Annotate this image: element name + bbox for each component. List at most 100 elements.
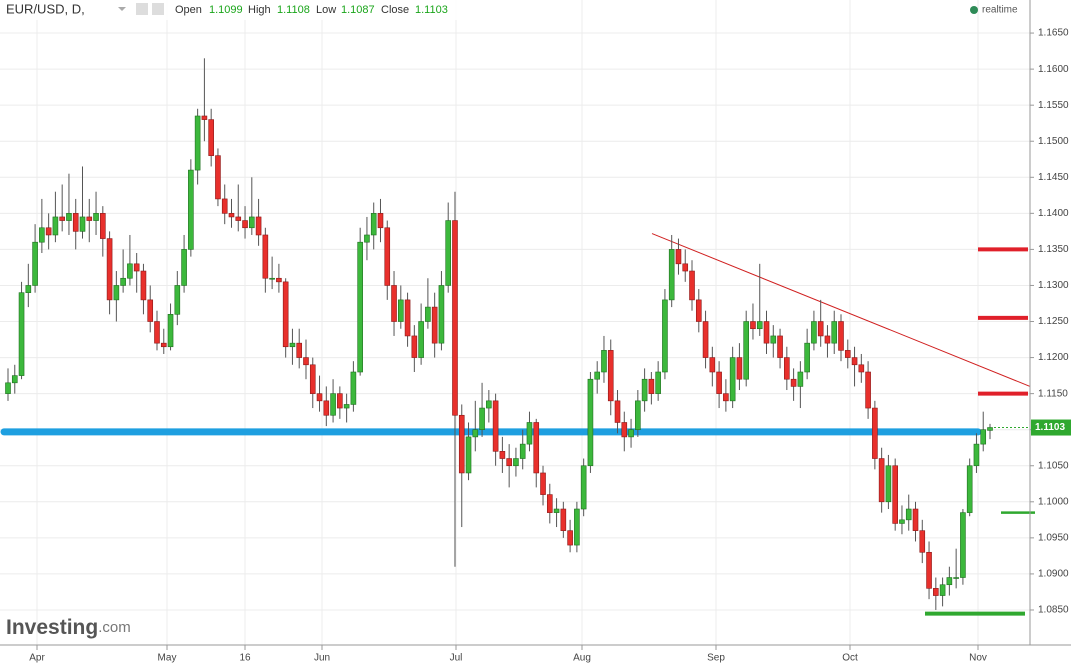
candle-body — [32, 241, 38, 286]
logo: Investing.com — [6, 616, 131, 639]
price-tag-label: 1.1103 — [1035, 422, 1065, 433]
candle-body — [303, 357, 309, 366]
candle-body — [249, 216, 255, 229]
candle-body — [194, 115, 201, 171]
candle-body — [546, 494, 553, 513]
y-tick-label: 1.1250 — [1038, 316, 1069, 327]
candle-body — [377, 213, 384, 229]
candle-body — [201, 115, 208, 120]
candle-body — [777, 335, 783, 358]
candle-body — [933, 588, 939, 596]
y-tick-label: 1.1600 — [1038, 64, 1069, 75]
y-tick-label: 1.1050 — [1038, 460, 1069, 471]
candle-body — [18, 292, 25, 376]
candle-body — [106, 238, 113, 301]
candle-body — [228, 213, 235, 218]
candle-body — [350, 371, 357, 405]
candle-body — [113, 285, 120, 301]
candle-body — [892, 465, 898, 524]
candle-body — [533, 422, 540, 474]
candle-body — [66, 213, 72, 221]
candle-body — [282, 281, 289, 348]
candle-body — [309, 364, 316, 394]
settings-icon[interactable] — [152, 3, 164, 15]
candle-body — [316, 393, 323, 402]
candle-body — [953, 577, 959, 579]
candle-body — [817, 321, 824, 337]
x-tick-label: Sep — [707, 653, 725, 664]
candle-body — [289, 342, 296, 348]
x-tick-label: Jun — [314, 653, 330, 664]
candle-body — [174, 285, 181, 315]
settings-icon[interactable] — [136, 3, 148, 15]
candle-body — [675, 249, 682, 265]
y-tick-label: 1.1550 — [1038, 100, 1069, 111]
candle-body — [147, 299, 154, 322]
candle-body — [445, 220, 452, 286]
dropdown-icon[interactable] — [118, 7, 126, 11]
candle-body — [831, 321, 838, 344]
candle-body — [939, 584, 946, 596]
candle-body — [208, 119, 214, 156]
x-tick-label: 16 — [239, 653, 251, 664]
candle-body — [858, 364, 865, 373]
candle-body — [621, 422, 628, 438]
candle-body — [851, 357, 858, 366]
candle-body — [560, 508, 567, 531]
candle-body — [506, 458, 512, 467]
price-tag — [1031, 419, 1071, 436]
candle-body — [167, 314, 174, 348]
candle-body — [181, 249, 187, 286]
candle-body — [580, 465, 587, 510]
y-tick-label: 1.1400 — [1038, 208, 1069, 219]
candle-body — [695, 299, 702, 322]
candle-body — [337, 393, 343, 409]
candle-body — [133, 263, 140, 272]
candle-body — [391, 285, 397, 322]
candle-body — [120, 277, 126, 286]
y-tick-label: 1.0900 — [1038, 569, 1069, 580]
candle-body — [188, 169, 194, 250]
candle-body — [262, 234, 269, 279]
candle-body — [587, 378, 594, 467]
y-tick-label: 1.1150 — [1038, 388, 1068, 399]
candle-body — [370, 213, 377, 236]
candle-body — [25, 285, 32, 293]
x-tick-label: Oct — [842, 653, 858, 664]
candle-body — [844, 350, 851, 358]
y-tick-label: 1.1350 — [1038, 244, 1069, 255]
candle-body — [519, 443, 526, 459]
candle-body — [946, 577, 953, 586]
candle-body — [729, 357, 736, 402]
candle-body — [499, 451, 506, 459]
candle-body — [662, 299, 668, 373]
candle-body — [702, 321, 709, 358]
candle-body — [628, 429, 634, 438]
candle-body — [486, 400, 492, 409]
axes: 1.08501.09001.09501.10001.10501.11001.11… — [29, 0, 1071, 664]
candle-body — [39, 227, 45, 243]
x-tick-label: Jul — [450, 653, 463, 664]
candle-body — [966, 465, 973, 513]
candle-body — [330, 393, 336, 416]
logo-suffix: .com — [98, 619, 131, 636]
candle-body — [418, 321, 424, 358]
candle-body — [52, 216, 59, 236]
candle-body — [655, 371, 661, 394]
candle-body — [540, 472, 546, 495]
candle-body — [743, 321, 749, 380]
candle-body — [736, 357, 743, 380]
candle-body — [438, 285, 445, 344]
candle-body — [804, 342, 810, 373]
candle-body — [614, 400, 621, 423]
candle-body — [452, 220, 458, 416]
symbol: EUR/USD, D, — [6, 1, 85, 16]
candle-body — [885, 465, 892, 503]
realtime-dot — [970, 6, 978, 14]
candle-body — [899, 519, 905, 524]
y-tick-label: 1.0950 — [1038, 533, 1069, 544]
y-tick-label: 1.1000 — [1038, 496, 1069, 507]
logo-text: Investing — [6, 616, 98, 639]
candle-body — [492, 400, 499, 452]
candle-body — [824, 335, 831, 344]
